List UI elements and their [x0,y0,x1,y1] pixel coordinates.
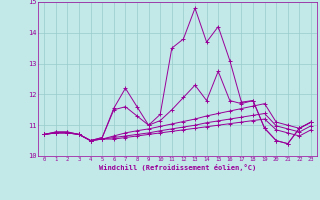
X-axis label: Windchill (Refroidissement éolien,°C): Windchill (Refroidissement éolien,°C) [99,164,256,171]
